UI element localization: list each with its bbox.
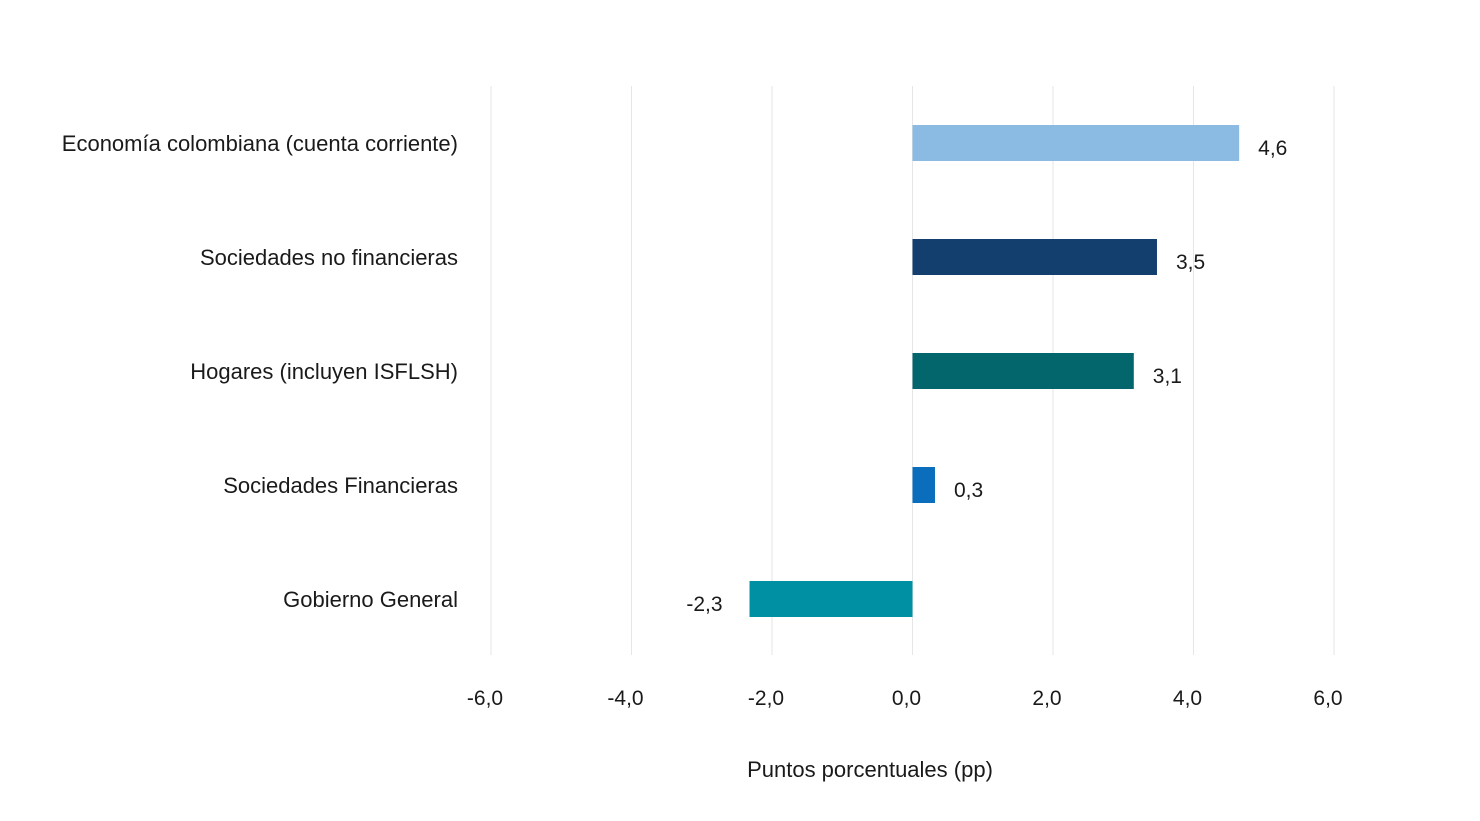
category-label: Hogares (incluyen ISFLSH) <box>190 359 458 384</box>
value-label: 3,1 <box>1153 365 1182 388</box>
bar <box>912 125 1240 161</box>
category-label: Sociedades no financieras <box>200 245 458 270</box>
x-tick-label: -6,0 <box>467 687 503 710</box>
bar <box>749 581 913 617</box>
x-tick-label: 6,0 <box>1313 687 1342 710</box>
bars <box>749 125 1240 617</box>
x-tick-label: 2,0 <box>1032 687 1061 710</box>
bar <box>912 239 1157 275</box>
category-label: Gobierno General <box>283 587 458 612</box>
x-tick-label: 4,0 <box>1173 687 1202 710</box>
x-axis-ticks: -6,0 -4,0 -2,0 0,0 2,0 4,0 6,0 <box>467 687 1343 710</box>
category-labels: Economía colombiana (cuenta corriente) So… <box>62 131 458 612</box>
value-labels: 4,6 3,5 3,1 0,3 -2,3 <box>686 137 1287 616</box>
value-label: 3,5 <box>1176 251 1205 274</box>
x-tick-label: 0,0 <box>892 687 921 710</box>
bar <box>912 353 1134 389</box>
x-axis-title: Puntos porcentuales (pp) <box>747 757 993 782</box>
value-label: -2,3 <box>686 593 722 616</box>
bar <box>912 467 935 503</box>
category-label: Economía colombiana (cuenta corriente) <box>62 131 458 156</box>
value-label: 4,6 <box>1258 137 1287 160</box>
x-tick-label: -2,0 <box>748 687 784 710</box>
category-label: Sociedades Financieras <box>223 473 458 498</box>
x-tick-label: -4,0 <box>607 687 643 710</box>
value-label: 0,3 <box>954 479 983 502</box>
